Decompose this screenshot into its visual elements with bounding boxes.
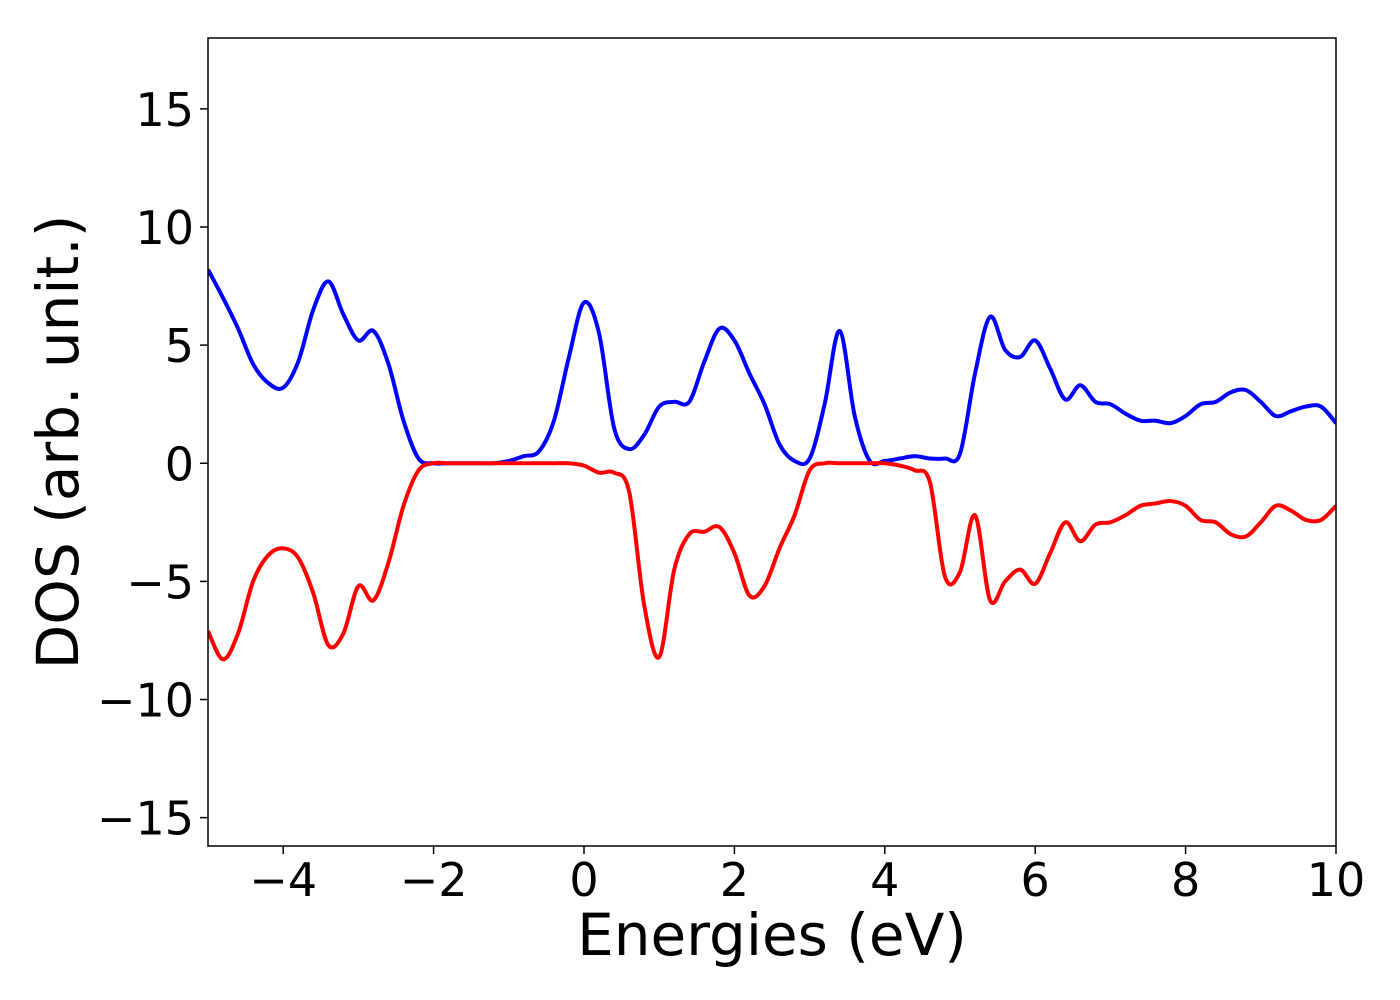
x-tick-label: −4 xyxy=(249,853,317,907)
x-tick-label: 6 xyxy=(1021,853,1050,907)
y-tick-label: −15 xyxy=(97,792,194,846)
y-tick-label: 15 xyxy=(135,83,194,137)
x-tick-label: 8 xyxy=(1171,853,1200,907)
y-tick-label: −5 xyxy=(126,555,194,609)
y-axis-label: DOS (arb. unit.) xyxy=(24,215,92,670)
y-tick-label: 10 xyxy=(135,201,194,255)
x-axis-label: Energies (eV) xyxy=(577,901,967,969)
x-tick-label: 2 xyxy=(720,853,749,907)
plot-frame xyxy=(207,37,1337,847)
y-tick-label: 5 xyxy=(165,319,194,373)
dos-line xyxy=(208,268,1336,467)
x-tick-label: 4 xyxy=(870,853,899,907)
y-tick-label: −10 xyxy=(97,674,194,728)
x-tick-label: 0 xyxy=(569,853,598,907)
x-tick-label: 10 xyxy=(1307,853,1366,907)
dos-line xyxy=(208,460,1336,662)
x-tick-label: −2 xyxy=(400,853,468,907)
y-tick-label: 0 xyxy=(165,437,194,491)
